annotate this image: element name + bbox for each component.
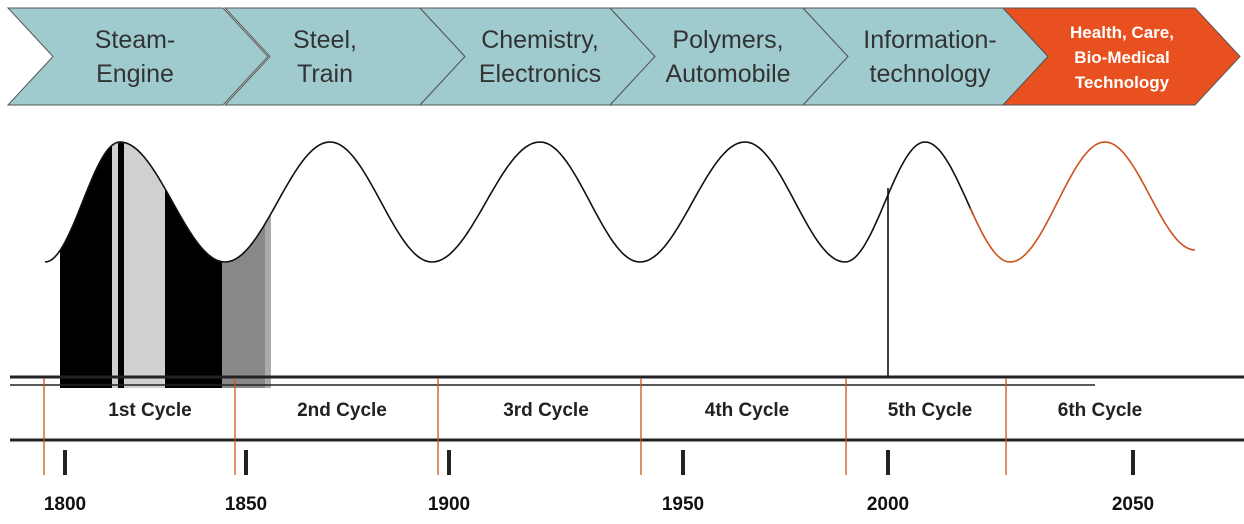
year-label: 1950 [662,494,704,515]
chevron [6,7,269,106]
year-label: 2000 [867,494,909,515]
wave [44,141,974,263]
arrow-label: Bio-Medical [1074,48,1169,67]
fill-stripe [265,142,271,388]
arrow-label: Information- [863,26,996,54]
arrow-label: Technology [1075,73,1170,92]
fill-stripe [118,142,124,388]
year-label: 2050 [1112,494,1154,515]
arrow-label: Train [297,60,353,88]
cycle-label: 4th Cycle [705,400,789,421]
year-label: 1900 [428,494,470,515]
cycle-label: 1st Cycle [108,400,191,421]
chevron [1001,7,1241,106]
arrow-label: Electronics [479,60,601,88]
year-label: 1850 [225,494,267,515]
arrow-label: Engine [96,60,174,88]
cycle-label: 3rd Cycle [503,400,589,421]
cycle-label: 6th Cycle [1058,400,1142,421]
arrow-label: Polymers, [672,26,783,54]
arrow-label: Chemistry, [481,26,599,54]
cycle-label: 5th Cycle [888,400,972,421]
arrow-label: Steel, [293,26,357,54]
arrow-label: Steam- [95,26,176,54]
fill-dark [222,142,270,388]
wave-future [969,141,1196,263]
arrow-label: Health, Care, [1070,23,1174,42]
cycle-label: 2nd Cycle [297,400,387,421]
year-label: 1800 [44,494,86,515]
fill-black [60,142,112,388]
arrow-label: technology [870,60,991,88]
first-wave-fill [60,142,271,388]
arrow-label: Automobile [665,60,790,88]
arrows: Steam- Engine Steel, Train Chemistry, Electro… [6,7,1241,106]
labels: 1st Cycle 2nd Cycle 3rd Cycle 4th Cycle 5th … [43,378,1154,515]
